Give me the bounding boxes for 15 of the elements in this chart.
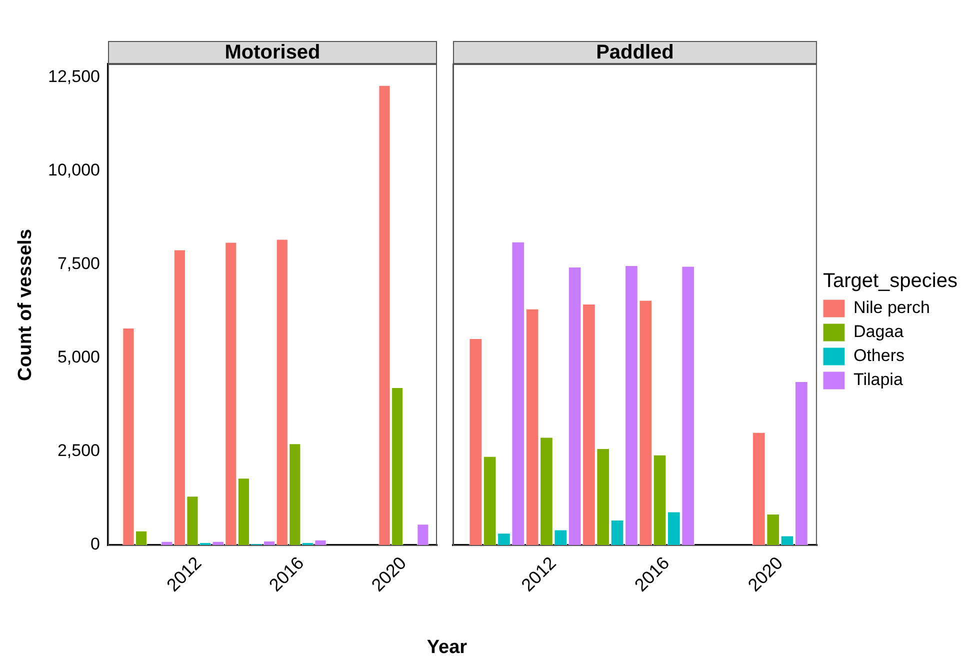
chart-title: Paddled (596, 42, 674, 64)
y-tick-label: 7,500 (57, 254, 100, 273)
y-axis-title: Count of vessels (15, 228, 37, 382)
x-axis-title: Year (426, 637, 468, 657)
legend-label: Others (853, 346, 904, 366)
legend-label: Dagaa (853, 322, 904, 342)
legend-label: Nile perch (853, 298, 930, 318)
y-tick-label: 10,000 (48, 160, 100, 180)
chart-title: Motorised (224, 42, 320, 64)
legend-title: Target_species (822, 270, 958, 292)
legend-label: Tilapia (853, 370, 904, 390)
y-tick-label: 2,500 (57, 441, 100, 460)
y-tick-label: 12,500 (48, 66, 100, 86)
y-tick-label: 5,000 (57, 348, 100, 367)
y-tick-label: 0 (90, 534, 100, 554)
